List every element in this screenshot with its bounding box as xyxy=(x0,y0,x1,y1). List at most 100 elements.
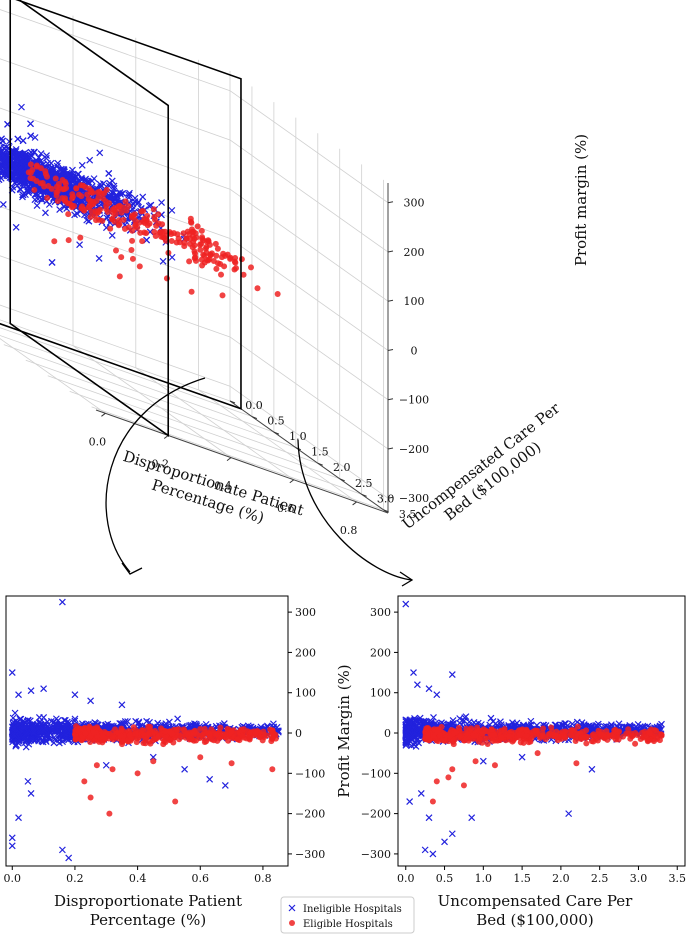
point-ineligible-outlier xyxy=(402,600,410,608)
y-axis-label: Uncompensated Care PerBed ($100,000) xyxy=(399,399,576,549)
chart-left-scatter: 0.0 0.2 0.4 0.6 0.8 300 200 100 0 −100 −200 −300 Dis… xyxy=(4,595,325,929)
point-eligible xyxy=(583,733,590,740)
point-eligible xyxy=(175,235,182,242)
point-ineligible-outlier xyxy=(15,691,22,699)
x-tick-label: 3.0 xyxy=(630,872,648,885)
grid-line xyxy=(0,255,231,338)
y-tick-label: 100 xyxy=(370,687,391,700)
point-ineligible xyxy=(42,738,50,745)
y-tick-label: 0.0 xyxy=(245,399,263,412)
point-ineligible-outlier xyxy=(65,854,73,862)
point-eligible xyxy=(166,737,173,744)
point-eligible xyxy=(116,273,123,280)
point-ineligible xyxy=(78,161,86,169)
point-eligible xyxy=(86,204,93,211)
point-eligible xyxy=(189,244,196,251)
point-eligible xyxy=(139,727,146,734)
point-eligible xyxy=(54,198,61,205)
point-ineligible-outlier xyxy=(410,669,417,676)
point-ineligible xyxy=(132,717,140,725)
point-eligible xyxy=(168,237,175,244)
point-eligible xyxy=(146,220,153,227)
point-eligible xyxy=(87,198,94,205)
point-ineligible xyxy=(0,150,7,158)
point-eligible-outlier xyxy=(429,798,436,805)
point-eligible xyxy=(191,235,198,242)
point-eligible xyxy=(461,737,468,744)
point-eligible xyxy=(119,741,126,748)
y-tick-label: 3.0 xyxy=(377,492,395,505)
arrowhead-right xyxy=(399,571,414,587)
y-tick-mark xyxy=(273,431,280,435)
point-ineligible-outlier xyxy=(468,814,476,822)
point-eligible xyxy=(231,258,238,265)
point-eligible xyxy=(77,234,84,241)
point-ineligible-outlier xyxy=(206,775,214,783)
point-ineligible-outlier xyxy=(448,830,456,838)
point-ineligible xyxy=(62,734,70,742)
point-eligible xyxy=(183,235,190,242)
point-ineligible-outlier xyxy=(518,753,526,761)
grid-line xyxy=(229,90,389,204)
x-tick-label: 0.6 xyxy=(277,502,295,515)
y-tick-label: 200 xyxy=(370,646,391,659)
point-ineligible xyxy=(487,714,495,722)
point-eligible xyxy=(136,219,143,226)
point-eligible xyxy=(74,727,81,734)
point-eligible xyxy=(224,251,231,258)
point-eligible xyxy=(132,730,139,737)
z-tick-mark xyxy=(387,299,394,302)
point-eligible xyxy=(190,731,197,738)
point-eligible xyxy=(214,245,221,252)
point-eligible-outlier xyxy=(109,766,116,773)
point-ineligible xyxy=(18,167,25,175)
point-eligible xyxy=(146,723,153,730)
point-eligible xyxy=(129,227,136,234)
point-eligible xyxy=(94,209,101,216)
point-ineligible xyxy=(69,174,76,182)
point-eligible xyxy=(484,741,491,748)
point-ineligible xyxy=(108,231,116,239)
point-eligible xyxy=(122,198,129,205)
point-ineligible xyxy=(23,186,31,194)
x-tick-label: 0.8 xyxy=(340,524,358,537)
y-tick-label: 0.5 xyxy=(267,415,285,428)
point-eligible xyxy=(31,186,38,193)
point-eligible xyxy=(77,182,84,189)
point-eligible xyxy=(583,727,590,734)
point-eligible xyxy=(73,185,80,192)
x-tick-label: 0.0 xyxy=(4,872,22,885)
point-ineligible xyxy=(168,206,176,214)
point-eligible xyxy=(199,234,206,241)
point-eligible xyxy=(129,212,136,219)
point-eligible xyxy=(107,225,114,232)
point-ineligible-outlier xyxy=(413,681,421,689)
y-tick-mark xyxy=(339,478,345,482)
point-ineligible xyxy=(105,170,113,177)
point-eligible xyxy=(69,204,76,211)
y-tick-label: 1.5 xyxy=(311,446,329,459)
point-ineligible xyxy=(139,193,147,201)
point-ineligible xyxy=(17,160,25,168)
point-eligible xyxy=(79,203,86,210)
point-eligible xyxy=(489,738,496,745)
point-ineligible xyxy=(72,173,80,181)
point-eligible-outlier xyxy=(93,762,100,769)
point-eligible-outlier xyxy=(449,766,456,773)
point-eligible xyxy=(213,265,220,272)
point-ineligible xyxy=(125,191,133,199)
point-eligible xyxy=(121,225,128,232)
point-eligible xyxy=(39,179,46,186)
point-eligible xyxy=(27,169,34,176)
y-tick-label: 3.5 xyxy=(399,508,417,521)
point-eligible xyxy=(501,727,508,734)
point-eligible xyxy=(87,733,94,740)
grid-line xyxy=(91,406,384,511)
point-eligible xyxy=(136,263,143,270)
point-eligible xyxy=(628,733,635,740)
point-eligible xyxy=(82,730,89,737)
point-eligible xyxy=(186,736,193,743)
y-tick-mark xyxy=(383,509,389,513)
point-ineligible xyxy=(158,199,165,206)
z-tick-mark xyxy=(387,496,394,499)
